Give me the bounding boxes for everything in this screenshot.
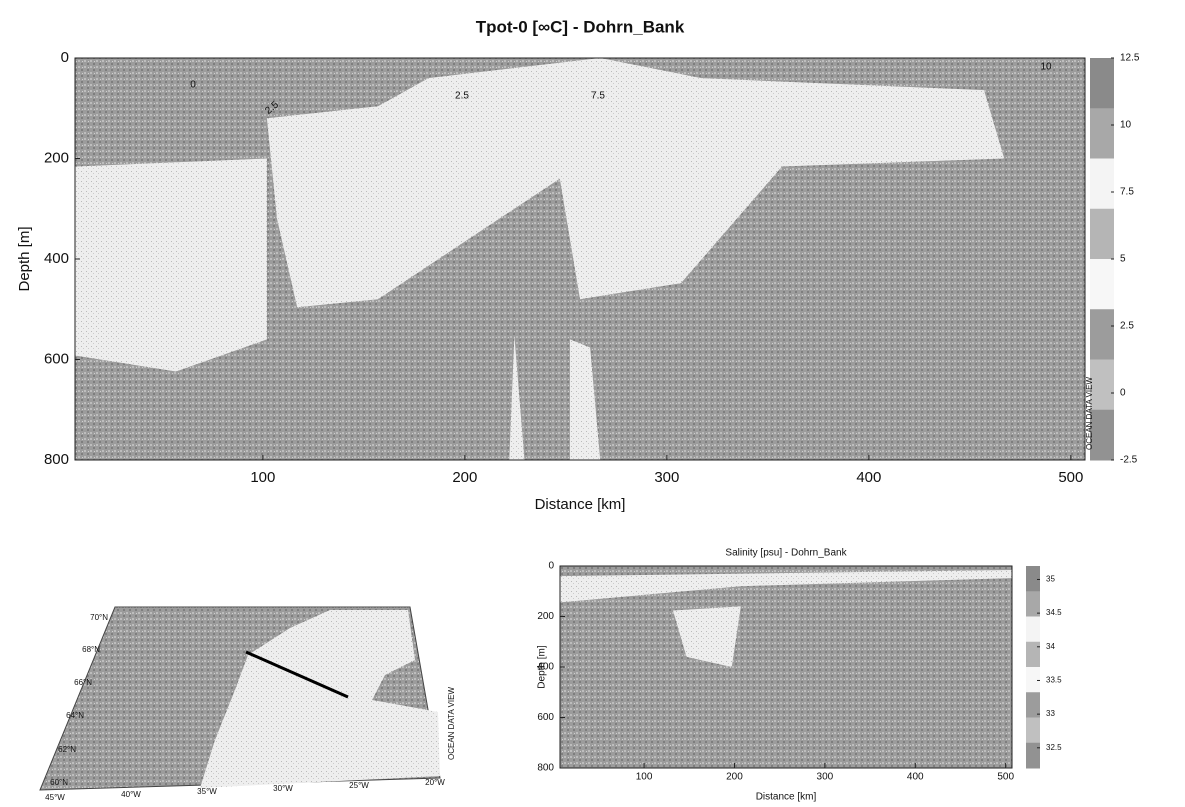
y-tick-label: 0 [548, 561, 554, 572]
watermark: OCEAN DATA VIEW [447, 687, 456, 760]
colorbar-tick-label: 12.5 [1120, 53, 1140, 64]
y-tick-label: 800 [537, 763, 554, 774]
colorbar-band [1090, 359, 1114, 411]
lat-label: 70°N [90, 613, 108, 622]
x-tick-label: 100 [636, 772, 653, 783]
water-mass [266, 58, 1005, 308]
section-field [560, 566, 1012, 768]
x-tick-label: 500 [1058, 469, 1083, 486]
x-tick-label: 400 [907, 772, 924, 783]
lat-label: 64°N [66, 711, 84, 720]
y-tick-label: 600 [44, 350, 69, 367]
colorbar-band [1090, 409, 1114, 461]
colorbar-band [1090, 108, 1114, 159]
water-mass [560, 570, 1012, 603]
x-tick-label: 300 [817, 772, 834, 783]
colorbar-tick-label: 33.5 [1046, 676, 1062, 685]
y-tick-label: 0 [61, 49, 69, 66]
y-tick-label: 800 [44, 451, 69, 468]
colorbar-band [1026, 591, 1040, 617]
y-tick-label: 600 [537, 712, 554, 723]
colorbar-tick-label: 32.5 [1046, 743, 1062, 752]
lat-label: 68°N [82, 645, 100, 654]
water-mass [75, 158, 267, 372]
colorbar-band [1090, 259, 1114, 310]
y-axis-label: Depth [m] [16, 226, 33, 291]
x-tick-label: 200 [452, 469, 477, 486]
watermark: OCEAN DATA VIEW [1085, 377, 1094, 450]
lon-label: 45°W [45, 793, 65, 802]
colorbar-tick-label: 0 [1120, 388, 1126, 399]
lon-label: 35°W [197, 787, 217, 796]
contour-label: 2.5 [455, 91, 469, 102]
x-tick-label: 200 [726, 772, 743, 783]
contour-label: 10 [1040, 62, 1052, 73]
colorbar-band [1026, 742, 1040, 769]
colorbar-band [1090, 58, 1114, 109]
y-tick-label: 400 [537, 662, 554, 673]
lon-label: 40°W [121, 790, 141, 799]
x-tick-label: 500 [997, 772, 1014, 783]
contour-label: 7.5 [591, 91, 605, 102]
lon-label: 30°W [273, 784, 293, 793]
colorbar-tick-label: 34.5 [1046, 608, 1062, 617]
y-axis-label: Depth [m] [537, 645, 548, 689]
y-tick-label: 200 [537, 611, 554, 622]
colorbar-band [1026, 692, 1040, 718]
colorbar-tick-label: 7.5 [1120, 187, 1134, 198]
water-mass [509, 335, 525, 460]
contour-label: 0 [190, 80, 196, 91]
colorbar-tick-label: 10 [1120, 120, 1132, 131]
colorbar-tick-label: 34 [1046, 642, 1055, 651]
chart-title: Tpot-0 [∞C] - Dohrn_Bank [476, 17, 685, 36]
station-line [245, 650, 349, 699]
water-mass [673, 606, 741, 667]
colorbar-band [1090, 158, 1114, 210]
colorbar-band [1090, 208, 1114, 260]
colorbar-band [1026, 566, 1040, 592]
colorbar-band [1026, 667, 1040, 693]
x-tick-label: 300 [654, 469, 679, 486]
lon-label: 20°W [425, 778, 445, 787]
colorbar-tick-label: 33 [1046, 709, 1055, 718]
colorbar-tick-label: 2.5 [1120, 321, 1134, 332]
x-axis-label: Distance [km] [535, 496, 626, 513]
colorbar-tick-label: 5 [1120, 254, 1126, 265]
colorbar-band [1026, 717, 1040, 744]
lat-label: 66°N [74, 678, 92, 687]
y-tick-label: 200 [44, 149, 69, 166]
lat-label: 60°N [50, 778, 68, 787]
colorbar-tick-label: 35 [1046, 575, 1055, 584]
lat-label: 62°N [58, 745, 76, 754]
colorbar-band [1026, 616, 1040, 643]
water-mass [569, 339, 601, 460]
sea [200, 610, 440, 788]
chart-title: Salinity [psu] - Dohrn_Bank [725, 548, 847, 559]
colorbar-band [1026, 641, 1040, 668]
x-tick-label: 400 [856, 469, 881, 486]
x-axis-label: Distance [km] [756, 792, 817, 803]
x-tick-label: 100 [250, 469, 275, 486]
lon-label: 25°W [349, 781, 369, 790]
colorbar-tick-label: -2.5 [1120, 455, 1138, 466]
y-tick-label: 400 [44, 250, 69, 267]
colorbar-band [1090, 309, 1114, 360]
